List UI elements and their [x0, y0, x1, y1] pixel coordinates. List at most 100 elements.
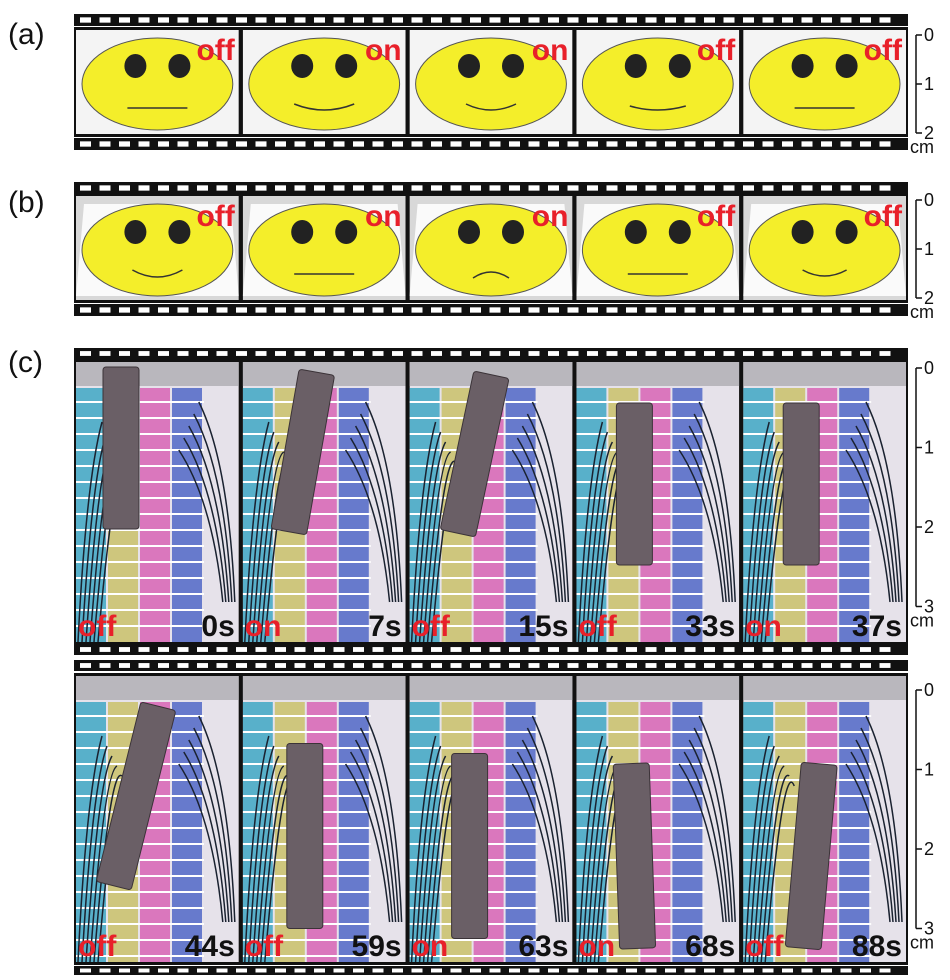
- sprocket-hole: [100, 307, 111, 312]
- sprocket-hole: [178, 663, 189, 668]
- scale-label: 1: [924, 74, 934, 94]
- sprocket-hole: [860, 17, 871, 22]
- sprocket-hole: [626, 663, 637, 668]
- sprocket-hole: [685, 185, 696, 190]
- sprocket-hole: [217, 663, 228, 668]
- sprocket-hole: [821, 185, 832, 190]
- state-label: on: [365, 34, 402, 67]
- sprocket-hole: [353, 969, 364, 973]
- sprocket-hole: [334, 141, 345, 146]
- sprocket-hole: [587, 969, 598, 973]
- sprocket-hole: [626, 185, 637, 190]
- state-label: off: [196, 34, 235, 67]
- sprocket-hole: [568, 663, 579, 668]
- sprocket-hole: [119, 647, 130, 652]
- sprocket-hole: [626, 969, 637, 973]
- sprocket-hole: [470, 969, 481, 973]
- smiley-eye: [291, 54, 313, 78]
- scale-label: 0: [924, 680, 934, 700]
- sprocket-hole: [119, 969, 130, 973]
- sprocket-hole: [80, 185, 91, 190]
- sprocket-hole: [841, 185, 852, 190]
- sprocket-hole: [880, 185, 891, 190]
- sprocket-hole: [802, 307, 813, 312]
- frame: off33s: [576, 362, 739, 643]
- frame: on68s: [576, 676, 739, 963]
- sprocket-hole: [860, 141, 871, 146]
- sprocket-hole: [178, 969, 189, 973]
- sprocket-hole: [314, 185, 325, 190]
- state-label: off: [697, 34, 736, 67]
- sprocket-hole: [646, 307, 657, 312]
- sprocket-hole: [704, 663, 715, 668]
- sprocket-hole: [509, 185, 520, 190]
- sprocket-hole: [256, 663, 267, 668]
- sprocket-hole: [236, 17, 247, 22]
- sprocket-hole: [646, 969, 657, 973]
- frame: off59s: [243, 676, 406, 963]
- sprocket-hole: [197, 141, 208, 146]
- sprocket-hole: [685, 351, 696, 356]
- frame: off44s: [76, 676, 239, 963]
- frame-top: [243, 676, 406, 700]
- sprocket-hole: [334, 351, 345, 356]
- sprocket-hole: [529, 663, 540, 668]
- sprocket-hole: [763, 17, 774, 22]
- scale-unit: cm: [910, 611, 934, 631]
- sprocket-hole: [490, 663, 501, 668]
- frame-top: [76, 362, 239, 386]
- sprocket-hole: [139, 141, 150, 146]
- frame-top: [743, 362, 906, 386]
- sprocket-hole: [334, 17, 345, 22]
- sprocket-hole: [451, 969, 462, 973]
- sprocket-hole: [646, 185, 657, 190]
- sprocket-hole: [353, 185, 364, 190]
- sprocket-hole: [821, 351, 832, 356]
- sprocket-hole: [568, 351, 579, 356]
- smiley-eye: [792, 220, 814, 244]
- sprocket-hole: [100, 351, 111, 356]
- sprocket-hole: [724, 663, 735, 668]
- sprocket-hole: [373, 185, 384, 190]
- sprocket-hole: [197, 647, 208, 652]
- sprocket-hole: [158, 663, 169, 668]
- sprocket-hole: [782, 17, 793, 22]
- sprocket-hole: [841, 663, 852, 668]
- sprocket-hole: [119, 141, 130, 146]
- smiley-eye: [335, 220, 357, 244]
- sprocket-hole: [431, 647, 442, 652]
- smiley-eye: [792, 54, 814, 78]
- sprocket-hole: [197, 663, 208, 668]
- sprocket-hole: [295, 17, 306, 22]
- sprocket-hole: [607, 663, 618, 668]
- state-label: on: [365, 200, 402, 233]
- sprocket-hole: [256, 141, 267, 146]
- sprocket-hole: [275, 647, 286, 652]
- sprocket-hole: [431, 141, 442, 146]
- sprocket-hole: [880, 307, 891, 312]
- sprocket-hole: [880, 351, 891, 356]
- state-label: off: [78, 610, 117, 643]
- scale-label: 1: [924, 438, 934, 458]
- sprocket-hole: [763, 141, 774, 146]
- sprocket-hole: [119, 663, 130, 668]
- sprocket-hole: [236, 647, 247, 652]
- sprocket-hole: [587, 141, 598, 146]
- sprocket-hole: [646, 647, 657, 652]
- sprocket-hole: [529, 141, 540, 146]
- sprocket-hole: [821, 647, 832, 652]
- sprocket-hole: [841, 307, 852, 312]
- time-label: 0s: [201, 610, 234, 643]
- sprocket-hole: [470, 17, 481, 22]
- sprocket-hole: [119, 17, 130, 22]
- time-label: 63s: [518, 930, 568, 963]
- sprocket-hole: [373, 141, 384, 146]
- sprocket-hole: [470, 307, 481, 312]
- sprocket-hole: [821, 141, 832, 146]
- frame-top: [76, 676, 239, 700]
- sprocket-hole: [880, 969, 891, 973]
- sprocket-hole: [704, 647, 715, 652]
- state-label: off: [578, 610, 617, 643]
- state-label: on: [578, 930, 615, 963]
